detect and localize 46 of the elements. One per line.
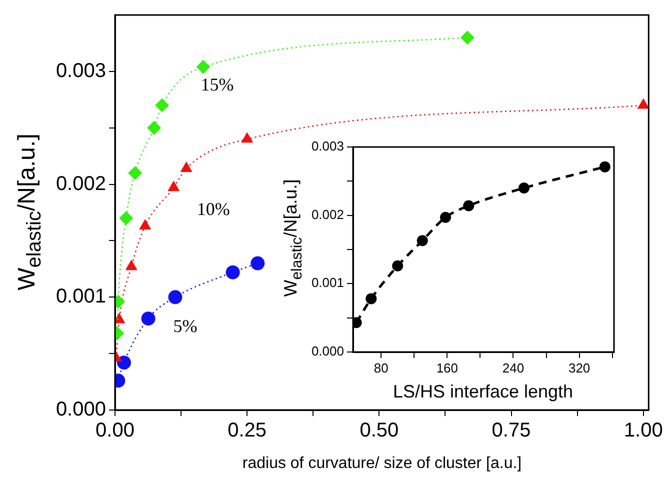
y-tick-label: 0.003 <box>311 138 344 154</box>
point <box>366 293 377 304</box>
x-tick-label: 0.00 <box>96 420 134 442</box>
y-tick-label: 0.003 <box>56 60 106 82</box>
x-tick-label: 1.00 <box>624 420 663 442</box>
x-tick-label: 0.75 <box>492 420 531 442</box>
point <box>241 132 254 143</box>
point <box>119 211 134 226</box>
x-tick-label: 0.25 <box>228 420 267 442</box>
y-tick-label: 0.002 <box>56 172 106 195</box>
y-tick-label: 0.000 <box>311 344 344 359</box>
y-tick-label: 0.001 <box>311 275 344 290</box>
point <box>226 265 240 280</box>
point <box>518 182 530 194</box>
point <box>196 60 210 74</box>
point <box>440 212 452 223</box>
point <box>139 219 152 230</box>
point <box>180 161 192 172</box>
x-tick-label: 0.50 <box>360 420 399 442</box>
series-label: 15% <box>200 74 234 95</box>
point <box>463 200 474 212</box>
y-tick-label: 0.000 <box>56 398 106 421</box>
point <box>155 98 170 112</box>
point <box>141 312 156 326</box>
point <box>128 166 142 180</box>
y-tick-label: 0.001 <box>56 286 106 308</box>
x-tick-label: 160 <box>436 360 458 376</box>
point <box>147 120 162 135</box>
point <box>116 356 131 370</box>
point <box>637 98 649 109</box>
point <box>460 30 474 45</box>
point <box>168 180 180 192</box>
point <box>250 256 265 270</box>
point <box>392 260 404 272</box>
series-label: 10% <box>196 199 230 220</box>
x-tick-label: 320 <box>568 360 590 376</box>
point <box>599 161 610 172</box>
x-axis-title: radius of curvature/ size of cluster [a.u.] <box>242 455 522 473</box>
x-tick-label: 80 <box>374 360 388 376</box>
x-axis-title: LS/HS interface length <box>392 382 574 402</box>
point <box>416 235 428 246</box>
x-tick-label: 240 <box>502 360 524 376</box>
point <box>168 290 182 304</box>
point <box>125 260 138 270</box>
series-label: 5% <box>173 316 198 336</box>
y-tick-label: 0.002 <box>311 206 344 222</box>
